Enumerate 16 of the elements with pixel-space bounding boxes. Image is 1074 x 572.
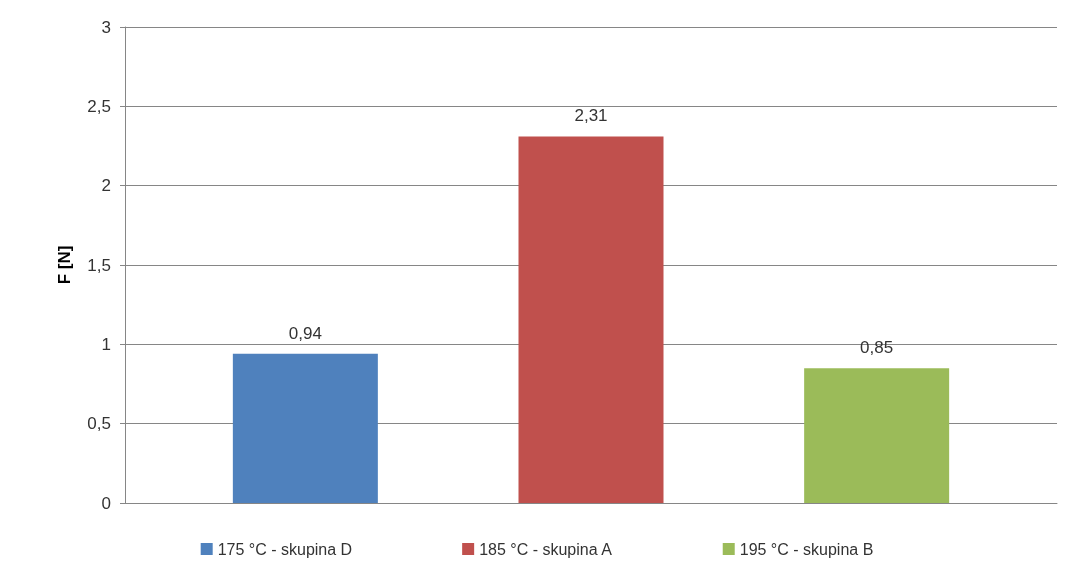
y-tick-label: 1,5 [87,255,111,275]
y-tick-label: 2 [101,176,111,196]
data-label: 2,31 [574,106,608,126]
y-tick-label: 0 [101,493,111,513]
y-tick-label: 2,5 [87,96,111,116]
bar [232,353,378,503]
legend-label: 195 °C - skupina B [739,540,874,558]
data-label: 0,94 [288,323,322,343]
y-tick-label: 3 [101,17,111,37]
bar [518,136,664,503]
bar [804,368,950,503]
y-tick-label: 0,5 [87,414,111,434]
y-axis-title: F [N] [55,245,74,285]
legend-label: 185 °C - skupina A [479,540,613,558]
y-tick-label: 1 [101,334,111,354]
legend-label: 175 °C - skupina D [217,540,353,558]
